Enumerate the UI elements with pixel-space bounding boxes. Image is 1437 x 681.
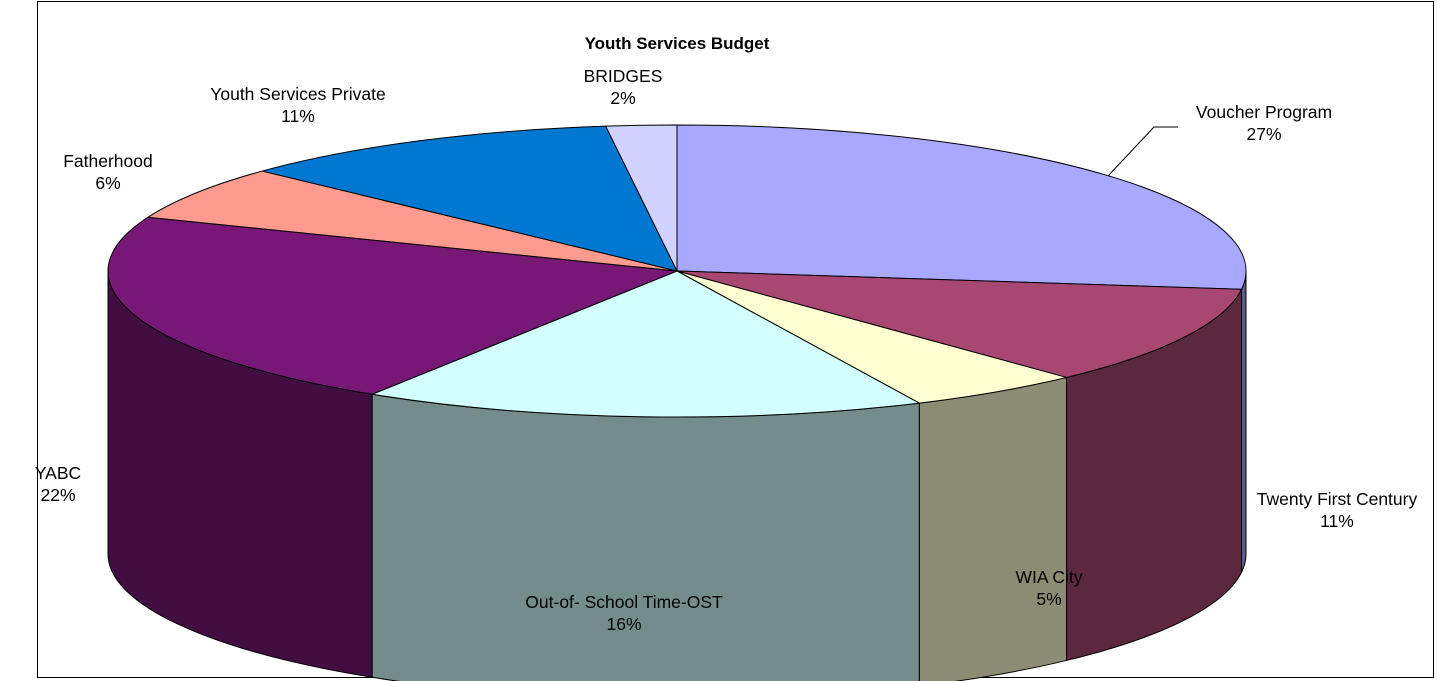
slice-label-4: Out-of- School Time-OST [525,592,723,612]
slice-label-5: YABC [35,463,81,483]
pie-slice-4 [370,270,921,418]
slice-percent-6: 6% [95,173,120,193]
pie-side-walls [107,270,1247,681]
slice-label-6: Fatherhood [63,151,153,171]
pie-slice-6 [146,170,678,272]
slice-percent-4: 16% [606,614,641,634]
pie-side-4 [371,393,920,681]
slice-percent-2: 11% [1320,511,1354,531]
slice-percent-7: 11% [281,106,315,126]
pie-slice-1 [676,124,1247,290]
pie-slice-2 [676,270,1243,378]
slice-label-7: Youth Services Private [210,84,385,104]
slice-label-8: BRIDGES [584,66,663,86]
pie-slice-3 [676,270,1067,404]
pie-side-1 [1241,270,1247,573]
slice-percent-8: 2% [610,88,635,108]
slice-label-2: Twenty First Century [1257,489,1418,509]
slice-percent-5: 22% [40,485,75,505]
pie-side-3 [918,376,1068,681]
slice-percent-3: 5% [1036,589,1061,609]
pie-slice-7 [262,125,678,272]
leader-line-1 [1107,126,1178,177]
slice-label-1: Voucher Program [1196,102,1332,122]
leader-lines [1107,126,1178,177]
slice-label-3: WIA City [1015,567,1082,587]
slice-percent-1: 27% [1246,124,1281,144]
chart-title: Youth Services Budget [585,34,770,53]
pie-slice-8 [604,124,678,272]
pie-top-faces [107,124,1247,418]
pie-slice-5 [107,216,678,395]
